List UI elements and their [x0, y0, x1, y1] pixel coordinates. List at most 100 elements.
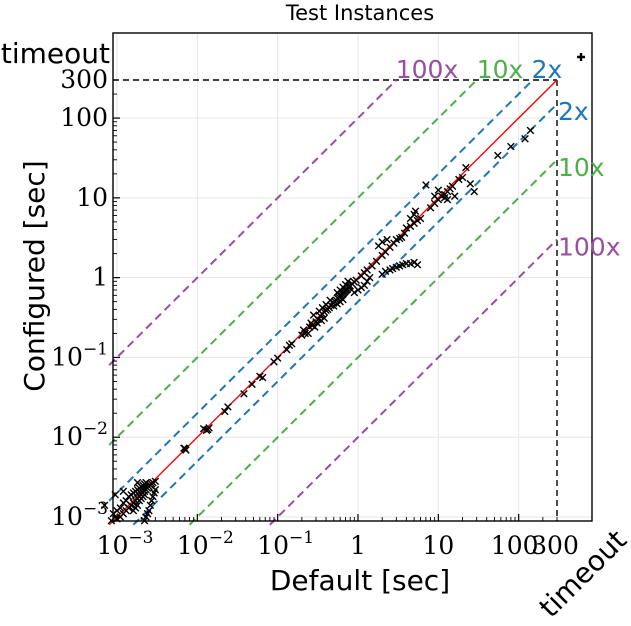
data-point-stroke-b	[422, 181, 430, 189]
data-point-39	[145, 506, 153, 515]
reference-label-right-2x: 2x	[558, 97, 589, 126]
data-point-stroke-b	[360, 281, 369, 290]
y-tick-label-4: 10	[76, 183, 108, 212]
data-point-stroke-b	[466, 180, 475, 188]
y-tick-labels: 10−3 10−2 10−1 1 10 100 300	[51, 65, 108, 531]
y-axis-label: Configured [sec]	[18, 160, 51, 391]
data-point-stroke-b	[151, 485, 160, 494]
reference-line-above-2x	[108, 79, 534, 502]
data-point-149	[350, 288, 359, 297]
data-point-stroke-b	[146, 501, 155, 510]
data-point-stroke-b	[258, 373, 267, 382]
data-point-62	[204, 425, 212, 434]
data-point-stroke-b	[273, 354, 282, 362]
data-point-stroke-b	[181, 444, 189, 453]
data-point-147	[363, 277, 371, 286]
timeout-timeout-point	[577, 53, 585, 61]
data-point-65	[240, 390, 248, 398]
data-point-190	[526, 126, 535, 135]
reference-lines	[108, 79, 558, 526]
data-point-stroke-b	[494, 151, 502, 160]
data-point-stroke-b	[372, 257, 381, 266]
data-point-70	[273, 354, 282, 362]
data-point-181	[450, 192, 459, 200]
data-point-stroke-b	[307, 319, 315, 327]
data-point-stroke-b	[288, 340, 296, 348]
data-point-131	[372, 257, 381, 266]
x-axis-label: Default [sec]	[270, 564, 450, 597]
data-point-stroke-b	[311, 323, 319, 331]
data-point-180	[443, 195, 452, 204]
data-point-112	[326, 296, 334, 305]
data-point-66	[248, 380, 256, 389]
data-point-stroke-b	[413, 260, 422, 269]
data-point-stroke-b	[378, 238, 386, 246]
data-point-52	[100, 501, 109, 510]
data-point-stroke-b	[304, 329, 313, 338]
data-point-stroke-b	[119, 487, 128, 496]
data-point-stroke-b	[320, 314, 329, 323]
reference-line-above-10x	[108, 79, 478, 446]
reference-line-below-10x	[188, 159, 558, 526]
reference-label-right-100x: 100x	[558, 233, 621, 262]
data-point-146	[360, 281, 369, 290]
data-point-189	[521, 134, 529, 143]
data-point-stroke-b	[240, 390, 248, 398]
data-point-186	[470, 187, 479, 196]
x-tick-label-6: 300	[531, 531, 579, 560]
data-point-182	[455, 175, 463, 184]
data-point-stroke-b	[458, 173, 467, 182]
data-point-stroke-b	[330, 302, 338, 310]
data-point-stroke-b	[309, 311, 318, 319]
data-point-stroke-b	[301, 329, 309, 338]
data-point-stroke-b	[462, 163, 470, 172]
data-point-73	[288, 340, 296, 348]
data-point-126	[339, 295, 347, 304]
reference-label-right-10x: 10x	[558, 153, 605, 182]
data-point-stroke-b	[142, 478, 150, 487]
data-point-stroke-b	[256, 372, 264, 381]
plot-frame	[112, 32, 593, 522]
data-point-stroke-b	[400, 229, 409, 238]
data-point-stroke-b	[140, 490, 149, 499]
data-point-stroke-b	[299, 326, 308, 334]
reference-label-top-10x: 10x	[477, 55, 524, 84]
data-point-58	[181, 444, 189, 453]
data-point-stroke-b	[470, 187, 479, 196]
timeout-guides	[113, 79, 558, 521]
data-point-44	[151, 485, 160, 494]
data-point-stroke-b	[397, 233, 406, 242]
data-point-129	[363, 266, 371, 274]
data-point-187	[494, 151, 502, 160]
x-tick-label-4: 10	[422, 531, 454, 560]
data-point-144	[416, 214, 425, 223]
y-tick-label-3: 1	[92, 263, 108, 292]
data-point-64	[224, 403, 232, 411]
data-point-150	[354, 286, 362, 294]
y-tick-label-0: 10−3	[51, 499, 108, 531]
data-point-68	[258, 373, 267, 382]
timeout-point	[577, 53, 585, 61]
y-tick-label-5: 100	[60, 103, 108, 132]
data-point-stroke-b	[133, 501, 142, 510]
data-point-stroke-b	[440, 194, 449, 202]
data-point-stroke-b	[100, 501, 109, 510]
chart-title: Test Instances	[285, 1, 434, 25]
reference-labels: 2x 2x 10x 10x 100x 100x	[396, 55, 621, 262]
data-point-123	[330, 302, 338, 310]
data-point-188	[507, 142, 515, 151]
axis-ticks	[113, 79, 558, 521]
data-point-63	[221, 407, 229, 416]
data-point-stroke-b	[116, 504, 125, 512]
data-point-stroke-b	[326, 296, 334, 305]
data-point-152	[381, 267, 390, 276]
data-point-stroke-b	[443, 195, 452, 204]
data-point-55	[133, 478, 142, 487]
data-point-stroke-b	[354, 286, 362, 294]
data-point-122	[344, 277, 352, 286]
data-point-113	[304, 329, 313, 338]
data-point-178	[430, 192, 439, 200]
data-point-stroke-b	[145, 506, 153, 515]
